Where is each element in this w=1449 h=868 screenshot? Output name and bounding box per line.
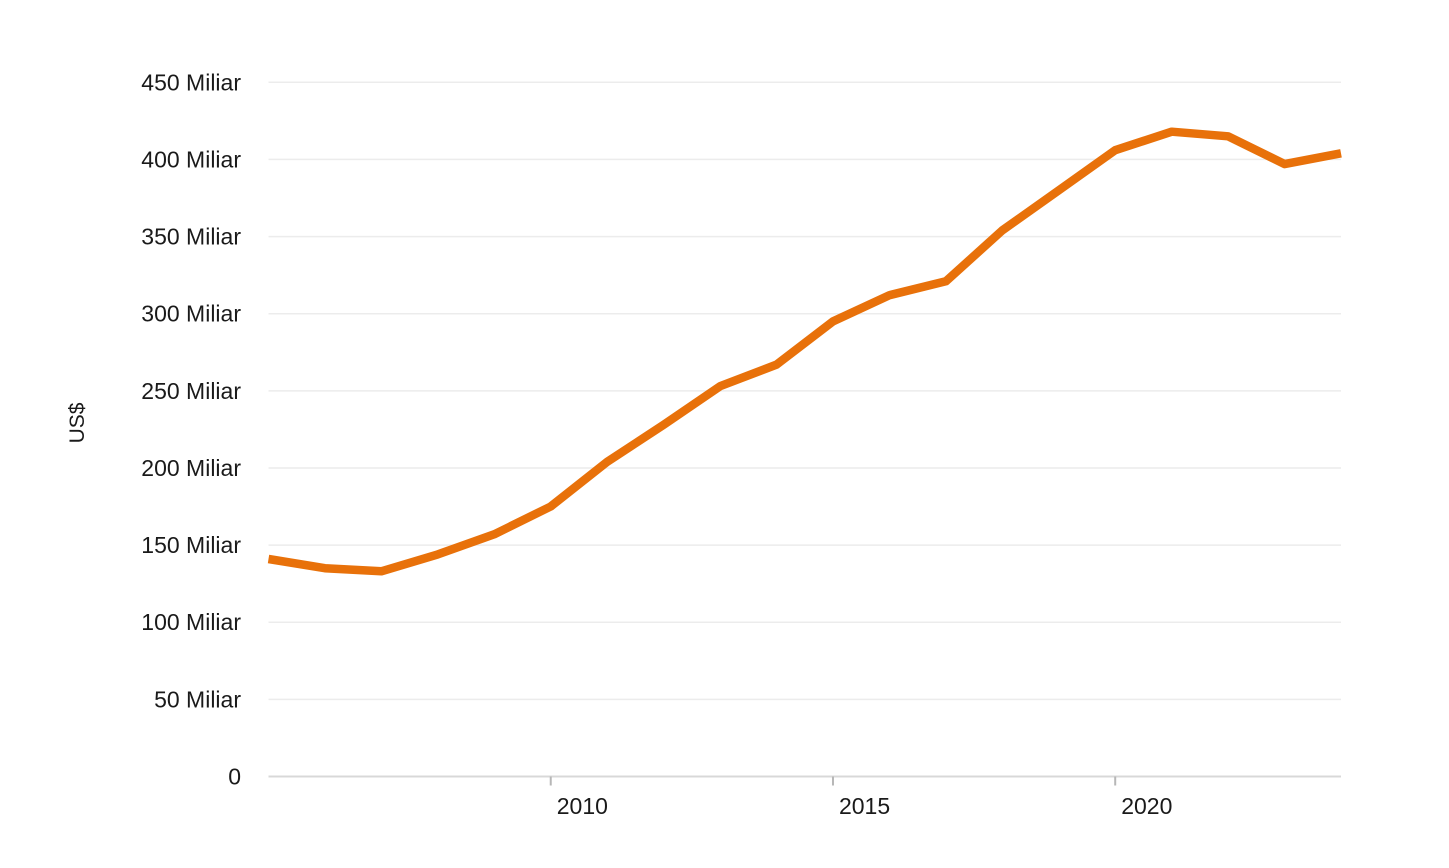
y-tick-label: 50 Miliar: [154, 686, 241, 712]
y-tick-label: 400 Miliar: [141, 146, 241, 172]
y-axis-labels-layer: 0 50 Miliar 100 Miliar 150 Miliar 200 Miliar…: [141, 69, 241, 789]
y-tick-label: 200 Miliar: [141, 455, 241, 481]
gridlines-layer: [268, 81, 1341, 778]
y-axis-title: US$: [66, 402, 89, 443]
x-tick-label: 2020: [1121, 793, 1172, 819]
y-tick-label: 0: [228, 764, 241, 790]
y-tick-label: 250 Miliar: [141, 378, 241, 404]
y-tick-label: 100 Miliar: [141, 609, 241, 635]
x-tick-label: 2010: [557, 793, 608, 819]
y-tick-label: 300 Miliar: [141, 301, 241, 327]
data-series-line: [267, 127, 1342, 576]
y-tick-label: 350 Miliar: [141, 224, 241, 250]
y-tick-label: 150 Miliar: [141, 532, 241, 558]
x-axis-layer: 2010 2015 2020: [549, 776, 1172, 819]
x-tick-label: 2015: [839, 793, 890, 819]
y-tick-label: 450 Miliar: [141, 69, 241, 95]
series-layer: [267, 127, 1342, 576]
